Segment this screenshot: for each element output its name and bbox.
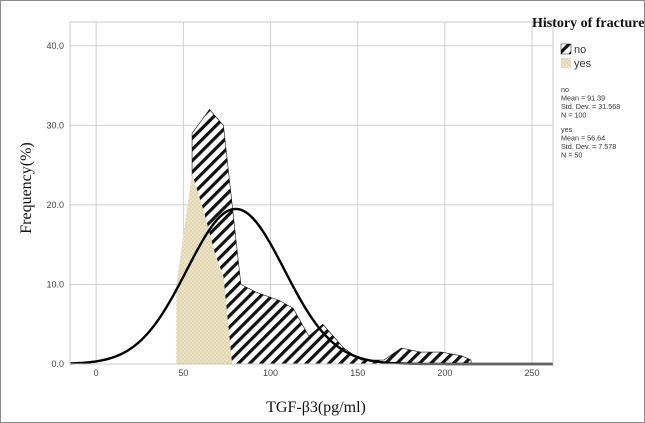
x-tick-label-2: 100 (263, 368, 278, 378)
plot-frame (69, 21, 554, 365)
y-tick-label-1: 10.0 (46, 279, 64, 289)
x-tick-label-3: 150 (350, 368, 365, 378)
series-area-no (191, 109, 472, 365)
y-tick-label-2: 20.0 (46, 200, 64, 210)
series-area-yes (176, 173, 233, 364)
y-tick-label-0: 0.0 (51, 359, 64, 369)
x-tick-label-1: 50 (178, 368, 188, 378)
y-tick-label-4: 40.0 (46, 41, 64, 51)
tick-labels: 0 50 100 150 200 250 0.0 10.0 20.0 30.0 40.0 (46, 41, 539, 378)
stats-no-3: N = 100 (561, 111, 586, 120)
legend-title: History of fracture (532, 16, 644, 31)
y-tick-label-3: 30.0 (46, 120, 64, 130)
x-axis-title: TGF-β3(pg/ml) (266, 399, 366, 416)
x-tick-label-5: 250 (525, 368, 540, 378)
stats-yes-0: yes (561, 125, 573, 134)
x-tick-label-4: 200 (437, 368, 452, 378)
legend-label-no: no (574, 44, 586, 56)
stats-no-1: Mean = 91.39 (561, 94, 605, 103)
x-tick-label-0: 0 (94, 368, 99, 378)
legend-swatch-yes (561, 58, 571, 68)
stats-yes-2: Std. Dev. = 7.578 (561, 142, 616, 151)
stats-yes-1: Mean = 56.64 (561, 134, 605, 143)
legend-swatch-no (560, 43, 572, 55)
series-areas (176, 109, 472, 365)
stats-yes-3: N = 50 (561, 151, 582, 160)
stats-no-0: no (561, 85, 569, 94)
legend-label-yes: yes (574, 58, 592, 70)
y-axis-title: Frequency(%) (18, 142, 35, 234)
stats-no-2: Std. Dev. = 31.568 (561, 102, 620, 111)
